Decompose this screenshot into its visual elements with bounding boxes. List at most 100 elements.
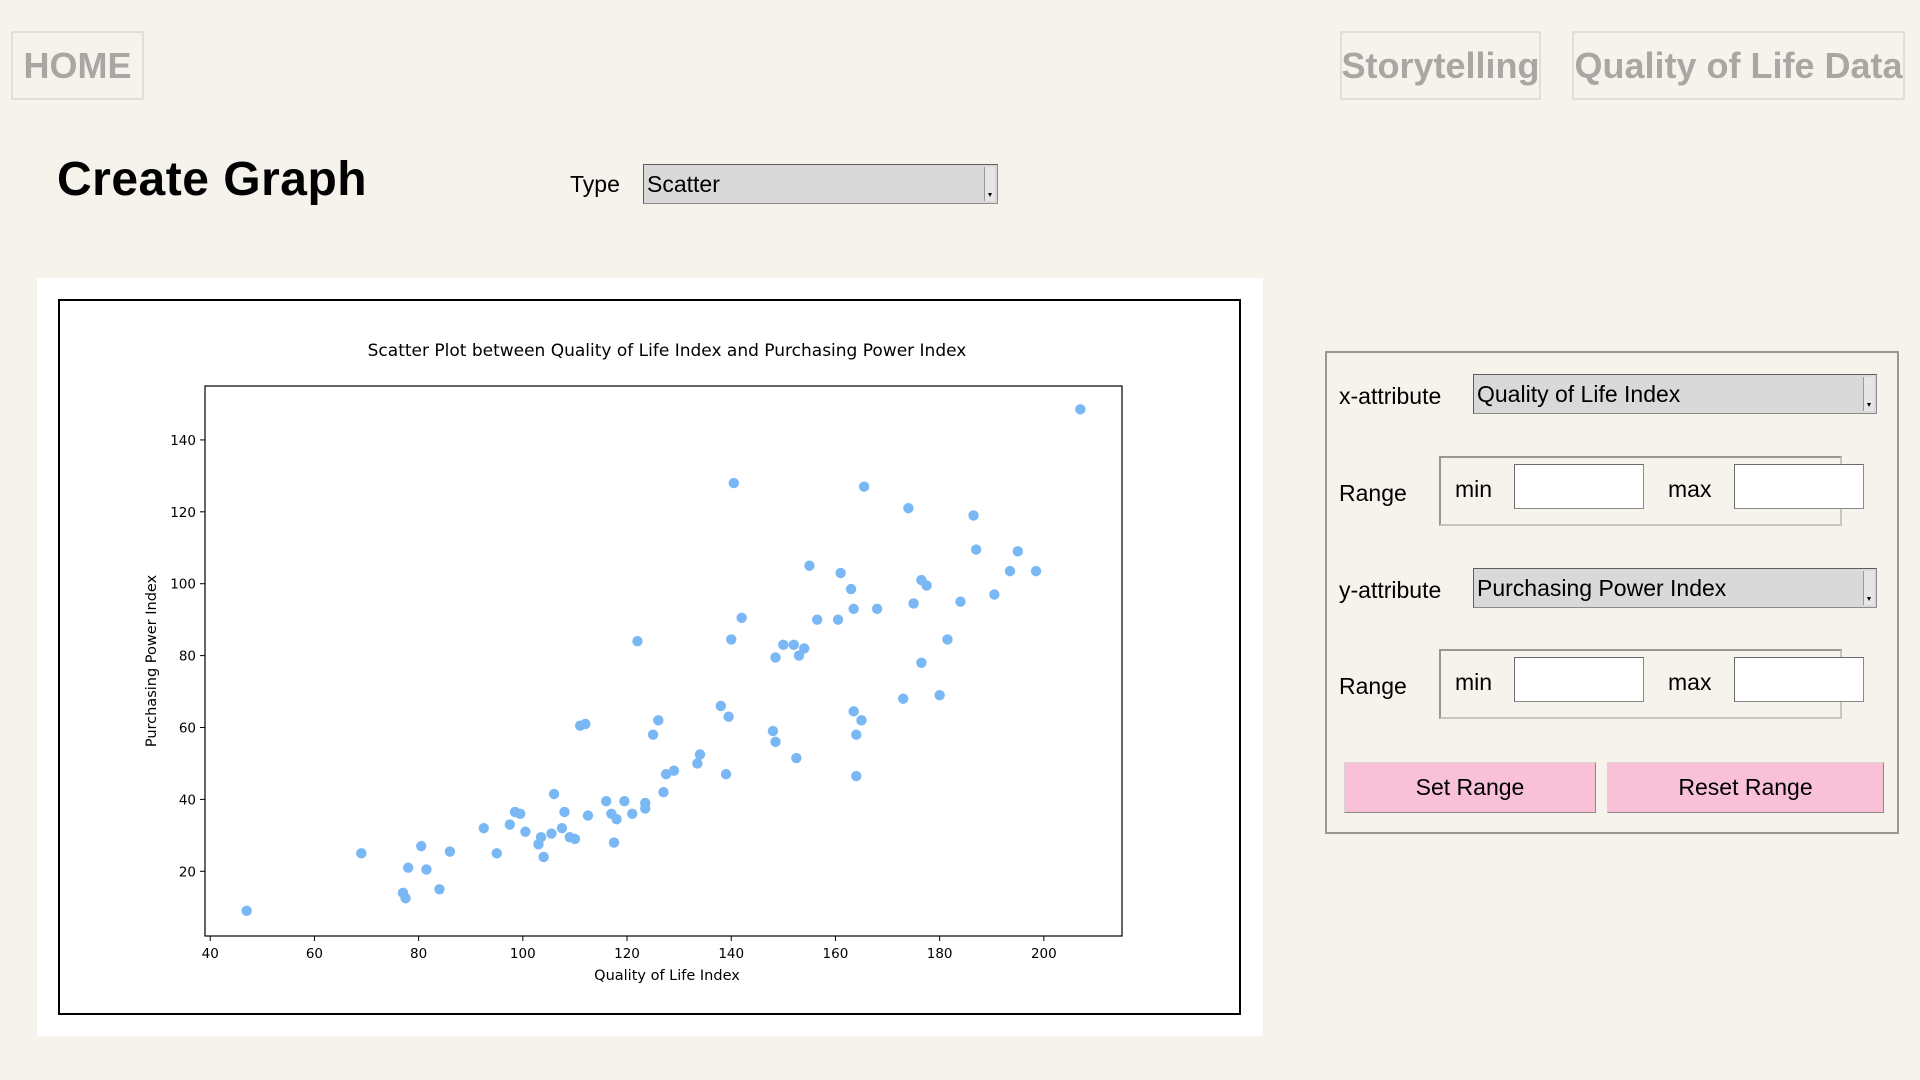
y-min-label: min [1455,669,1493,695]
dropdown-arrow-icon [1863,571,1874,605]
data-point [955,596,966,607]
data-point [736,612,747,624]
x-attribute-select[interactable]: Quality of Life Index [1473,374,1877,414]
data-point [770,652,781,663]
data-point [934,689,945,701]
data-point [611,813,622,825]
dropdown-arrow-icon [1863,377,1874,411]
data-point [416,840,427,852]
dropdown-arrow-icon [984,167,995,201]
data-point [845,583,857,595]
storytelling-button[interactable]: Storytelling [1340,31,1541,100]
x-tick-label: 100 [510,946,536,962]
data-point [668,765,680,776]
x-min-label: min [1455,476,1493,502]
home-button[interactable]: HOME [11,31,144,100]
quality-of-life-data-button[interactable]: Quality of Life Data [1572,31,1905,100]
data-point [421,864,432,875]
data-point [968,510,979,521]
data-point [715,700,727,712]
x-axis: 40 60 80 100 120 140 160 180 200 [202,936,1057,962]
data-point [871,603,883,615]
type-label: Type [570,171,620,197]
data-point [989,589,1000,600]
data-point [848,706,859,717]
data-point [812,614,823,625]
data-point [723,711,734,722]
data-point [720,769,732,780]
data-points [241,404,1086,917]
data-point [728,477,740,489]
data-point [582,810,594,821]
data-point [444,846,456,857]
data-point [402,862,414,873]
data-point [548,788,560,800]
chart-title: Scatter Plot between Quality of Life Ind… [368,341,967,361]
data-point [600,795,612,807]
y-tick-label: 140 [170,433,196,449]
x-tick-label: 40 [202,946,219,962]
x-max-input[interactable] [1734,464,1864,509]
y-range-label: Range [1339,673,1407,699]
data-point [504,819,515,830]
data-point [569,833,581,845]
x-tick-label: 140 [718,946,744,962]
data-point [559,806,570,818]
page-title: Create Graph [57,153,368,206]
x-tick-label: 160 [823,946,849,962]
x-tick-label: 80 [410,946,427,962]
data-point [520,826,531,837]
y-tick-label: 20 [179,864,196,880]
y-attribute-select[interactable]: Purchasing Power Index [1473,568,1877,608]
y-tick-label: 100 [170,577,196,593]
data-point [653,715,664,726]
plot-frame: Scatter Plot between Quality of Life Ind… [58,299,1241,1015]
type-select-value: Scatter [647,170,720,197]
data-point [908,598,919,609]
data-point [694,749,706,760]
data-point [851,770,862,782]
data-point [1075,404,1086,415]
data-point [241,905,252,917]
data-point [535,831,547,843]
x-attribute-select-value: Quality of Life Index [1477,380,1681,407]
data-point [608,837,620,848]
data-point [538,851,549,863]
set-range-button[interactable]: Set Range [1344,762,1596,813]
x-min-input[interactable] [1514,464,1644,509]
data-point [793,650,805,661]
data-point [1012,546,1023,557]
data-point [851,729,862,740]
data-point [798,643,810,654]
y-tick-label: 120 [170,505,196,521]
y-max-label: max [1668,669,1712,695]
data-point [647,729,659,740]
data-point [434,884,445,895]
data-point [804,560,815,571]
data-point [903,503,914,514]
data-point [692,758,703,769]
data-point [515,808,526,819]
scatter-chart: Scatter Plot between Quality of Life Ind… [144,341,1123,984]
data-point [546,828,557,839]
type-select[interactable]: Scatter [643,164,998,204]
control-panel: x-attribute Quality of Life Index Range … [1325,351,1899,834]
data-point [640,797,651,809]
data-point [767,725,779,737]
data-point [770,736,781,748]
y-min-input[interactable] [1514,657,1644,702]
y-attribute-label: y-attribute [1339,577,1442,603]
x-attribute-label: x-attribute [1339,383,1442,409]
data-point [788,639,799,651]
data-point [632,636,643,647]
y-max-input[interactable] [1734,657,1864,702]
y-axis: 20 40 60 80 100 120 140 [170,433,205,880]
data-point [970,544,982,555]
data-point [1030,565,1042,577]
y-tick-label: 40 [179,792,196,808]
data-point [660,769,672,780]
y-range-box: min max [1439,649,1864,719]
x-tick-label: 120 [614,946,640,962]
reset-range-button[interactable]: Reset Range [1607,762,1884,813]
data-point [726,634,737,645]
